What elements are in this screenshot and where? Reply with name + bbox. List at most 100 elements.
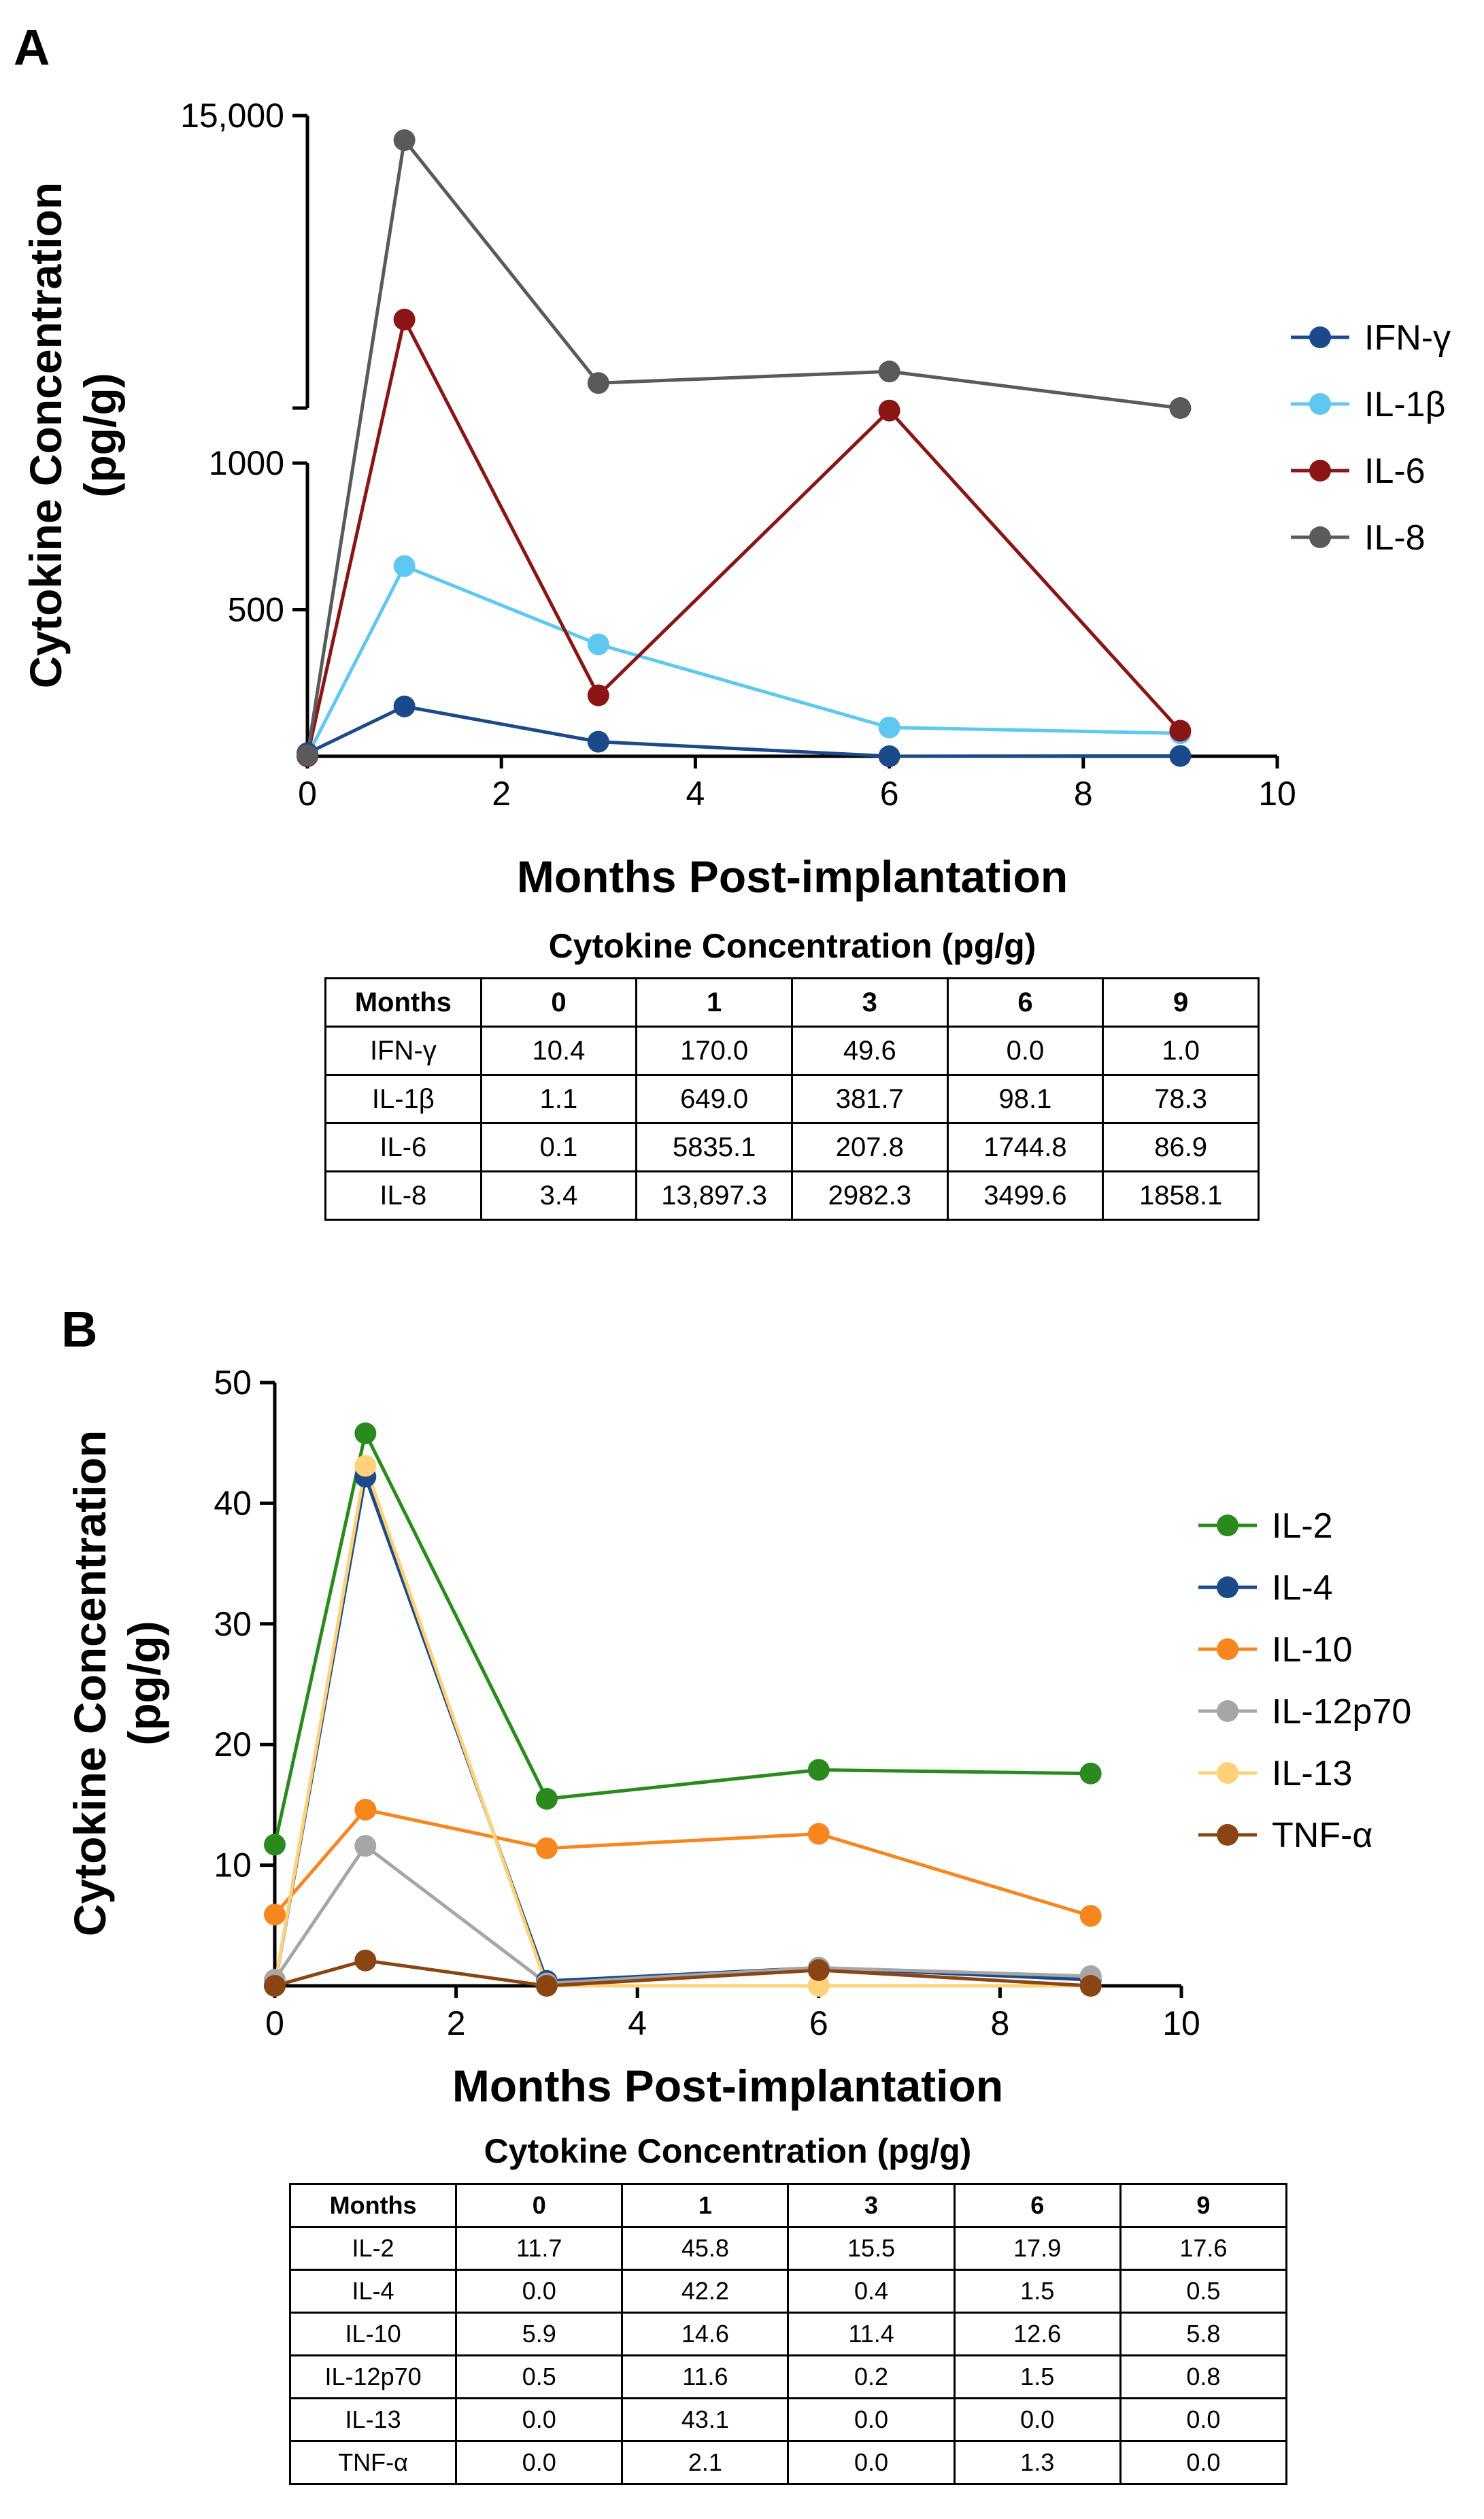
table-cell: 0.1 [479,1122,638,1172]
table-cell: 17.9 [953,2226,1122,2271]
y-tick-label: 10 [214,1846,252,1884]
legend-label: IFN-γ [1364,318,1451,358]
table-row: IL-2 11.7 45.8 15.5 17.9 17.6 [288,2226,1288,2271]
table-row: IL-6 0.1 5835.1 207.8 1744.8 86.9 [324,1122,1260,1172]
table-cell: 12.6 [953,2312,1122,2356]
panel-a-xlabel: Months Post-implantation [517,851,1068,902]
data-point [393,308,416,331]
data-point [354,1835,377,1857]
table-row: IL-8 3.4 13,897.3 2982.3 3499.6 1858.1 [324,1170,1260,1221]
data-point [807,1975,830,1997]
y-tick-label: 1000 [209,444,284,482]
table-cell: IL-6 [324,1122,482,1172]
table-cell: 0.2 [787,2354,956,2399]
legend-label: IL-4 [1272,1568,1333,1608]
table-cell: 43.1 [621,2397,790,2442]
panel-a-ylabel: Cytokine Concentration (pg/g) [20,182,125,688]
table-header-cell: 1 [635,977,793,1028]
table-cell: 1744.8 [946,1122,1104,1172]
table-cell: 1858.1 [1102,1170,1260,1221]
x-tick-label: 0 [265,2004,284,2042]
table-cell: 0.4 [787,2269,956,2314]
series-line [273,1464,1091,1988]
data-point [354,1422,377,1444]
legend-label: IL-1β [1364,385,1446,424]
panel-a-plot: 0 2 4 6 8 10 500 1000 15,000 IFN-γ IL-1β IL-6 IL-8 [180,97,1451,813]
x-tick-label: 8 [990,2004,1009,2042]
table-header-cell: 3 [790,977,949,1028]
table-cell: 1.5 [953,2354,1122,2399]
data-point [587,730,609,753]
table-cell: 45.8 [621,2226,790,2271]
panel-a-letter: A [14,19,50,75]
series-line [305,564,1181,757]
table-cell: 170.0 [635,1026,793,1076]
legend-marker [1217,1638,1238,1660]
table-cell: 86.9 [1102,1122,1260,1172]
panel-b-data-table: Months 0 1 3 6 9 IL-2 11.7 45.8 15.5 17.… [288,2183,1288,2485]
table-cell: 11.6 [621,2354,790,2399]
table-cell: TNF-α [288,2440,458,2485]
table-header-cell: 6 [953,2183,1122,2228]
series-line [305,138,1181,756]
table-cell: 3499.6 [946,1170,1104,1221]
legend-marker [1309,326,1331,348]
table-row: IL-12p70 0.5 11.6 0.2 1.5 0.8 [288,2354,1288,2399]
data-point [807,1759,830,1781]
data-point [878,360,900,383]
data-point [535,1788,558,1810]
data-point [354,1949,377,1972]
data-point [807,1959,830,1981]
legend-marker [1309,526,1331,548]
legend-marker [1217,1515,1238,1536]
x-tick-label: 2 [447,2004,466,2042]
panel-b-letter: B [61,1301,97,1357]
table-header-cell: 1 [621,2183,790,2228]
x-tick-label: 0 [298,775,317,813]
data-point [878,399,900,422]
table-cell: 0.0 [787,2440,956,2485]
table-cell: 11.7 [455,2226,624,2271]
table-cell: 0.0 [787,2397,956,2442]
data-point [354,1455,377,1477]
table-row: IL-13 0.0 43.1 0.0 0.0 0.0 [288,2397,1288,2442]
legend-marker [1309,393,1331,415]
data-point [264,1833,286,1856]
legend-label: IL-13 [1272,1754,1353,1793]
table-row: IL-1β 1.1 649.0 381.7 98.1 78.3 [324,1074,1260,1124]
table-cell: 2.1 [621,2440,790,2485]
data-point [587,684,609,707]
table-cell: 2982.3 [790,1170,949,1221]
panel-a-ylabel-line1: Cytokine Concentration [20,182,71,688]
table-header-cell: 0 [455,2183,624,2228]
x-tick-label: 4 [628,2004,647,2042]
legend-marker [1217,1576,1238,1598]
panel-a-ylabel-line2: (pg/g) [75,373,125,497]
data-point [393,129,416,152]
y-tick-label: 50 [214,1364,252,1402]
table-cell: IL-12p70 [288,2354,458,2399]
table-cell: 13,897.3 [635,1170,793,1221]
data-point [264,1904,286,1926]
table-cell: 1.1 [479,1074,638,1124]
legend-label: TNF-α [1272,1816,1372,1855]
table-cell: 0.0 [1119,2440,1288,2485]
x-tick-label: 6 [809,2004,828,2042]
panel-b-ylabel: Cytokine Concentration (pg/g) [65,1430,169,1936]
table-cell: 0.0 [455,2397,624,2442]
data-point [878,716,900,739]
table-cell: 78.3 [1102,1074,1260,1124]
table-cell: 1.0 [1102,1026,1260,1076]
table-row: IFN-γ 10.4 170.0 49.6 0.0 1.0 [324,1026,1260,1076]
series-line [273,1432,1091,1845]
data-point [1169,745,1192,767]
x-tick-label: 10 [1258,775,1296,813]
legend-marker [1217,1700,1238,1722]
data-point [807,1823,830,1845]
y-tick-label: 30 [214,1605,252,1643]
x-tick-label: 4 [686,775,705,813]
panel-a-data-table: Months 0 1 3 6 9 IFN-γ 10.4 170.0 49.6 0… [324,977,1260,1221]
data-point [393,555,416,577]
panel-b-table-title: Cytokine Concentration (pg/g) [484,2132,972,2170]
